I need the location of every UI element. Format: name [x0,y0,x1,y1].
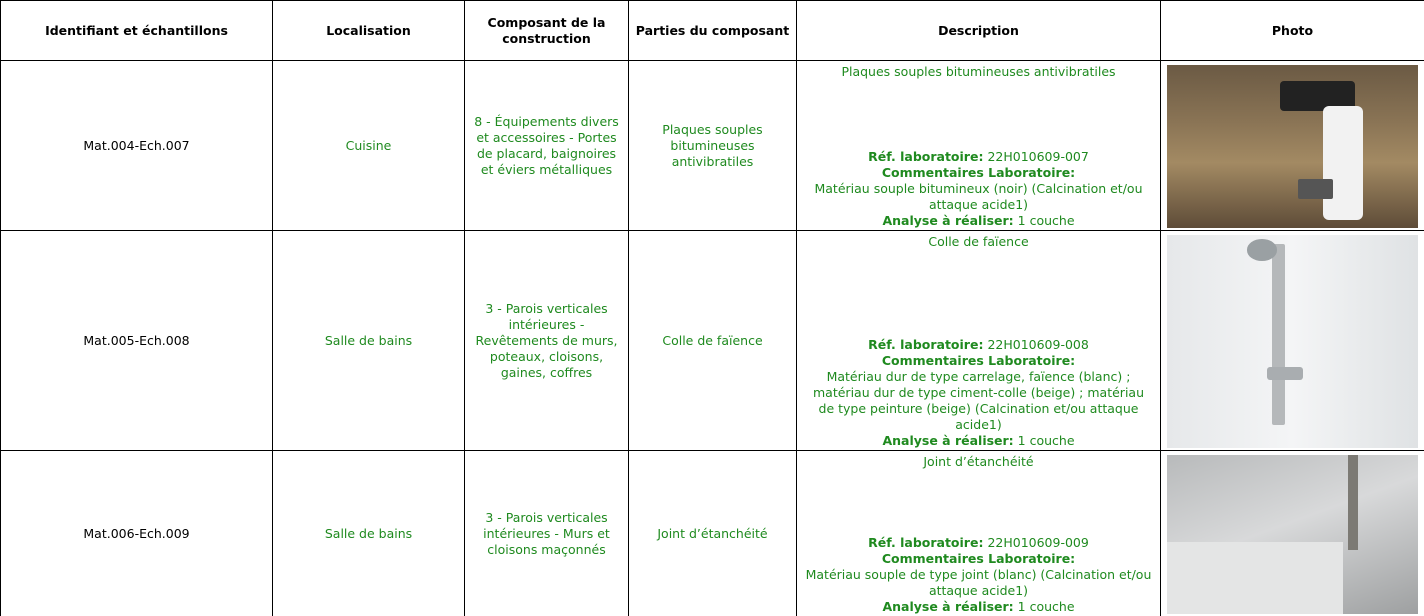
photo [1167,455,1418,614]
comments: Matériau souple bitumineux (noir) (Calci… [814,181,1143,212]
description-title: Colle de faïence [928,234,1029,249]
analysis-line: Analyse à réaliser: 1 couche [805,599,1152,615]
photo-detail [1247,239,1278,261]
photo-cell [1160,230,1424,451]
analysis-label: Analyse à réaliser: [882,433,1014,448]
photo-detail [1279,81,1356,111]
header-cell: Parties du composant [628,0,797,61]
photo-cell [1160,60,1424,231]
header-cell: Identifiant et échantillons [0,0,273,61]
photo-detail [1267,367,1303,380]
photo-detail [1347,455,1358,551]
description-title: Joint d’étanchéité [923,454,1034,469]
ref-line: Réf. laboratoire: 22H010609-007 [805,149,1152,165]
component-cell: 3 - Parois verticales intérieures - Murs… [464,450,629,616]
header-cell: Photo [1160,0,1424,61]
photo-cell [1160,450,1424,616]
description-title: Plaques souples bitumineuses antivibrati… [841,64,1116,79]
table-row: Mat.004-Ech.007 Cuisine 8 - Équipements di… [0,60,1424,231]
part-cell: Joint d’étanchéité [628,450,797,616]
part-cell: Plaques souples bitumineuses antivibrati… [628,60,797,231]
description: Colle de faïence Réf. laboratoire: 22H010… [805,234,1152,449]
ref-line: Réf. laboratoire: 22H010609-009 [805,535,1152,551]
comments-label: Commentaires Laboratoire: [881,551,1076,566]
description-cell: Colle de faïence Réf. laboratoire: 22H010… [796,230,1161,451]
location-cell: Salle de bains [272,450,465,616]
analysis-value: 1 couche [1017,599,1075,614]
analysis-label: Analyse à réaliser: [882,599,1014,614]
table-row: Mat.005-Ech.008 Salle de bains 3 - Parois … [0,230,1424,451]
lab-info: Réf. laboratoire: 22H010609-008 Commentai… [805,337,1152,449]
photo-detail [1272,243,1285,425]
location-cell: Cuisine [272,60,465,231]
comments-line: Commentaires Laboratoire: [805,353,1152,369]
ref-line: Réf. laboratoire: 22H010609-008 [805,337,1152,353]
comments: Matériau dur de type carrelage, faïence … [813,369,1144,432]
description: Joint d’étanchéité Réf. laboratoire: 22H0… [805,454,1152,615]
analysis-label: Analyse à réaliser: [882,213,1014,228]
photo [1167,235,1418,448]
component-cell: 3 - Parois verticales intérieures - Revê… [464,230,629,451]
comments-line: Commentaires Laboratoire: [805,551,1152,567]
description-cell: Plaques souples bitumineuses antivibrati… [796,60,1161,231]
id-cell: Mat.004-Ech.007 [0,60,273,231]
description-cell: Joint d’étanchéité Réf. laboratoire: 22H0… [796,450,1161,616]
table-row: Mat.006-Ech.009 Salle de bains 3 - Parois … [0,450,1424,616]
header-row: Identifiant et échantillons Localisation C… [0,0,1424,61]
ref-value: 22H010609-007 [987,149,1089,164]
ref-value: 22H010609-008 [987,337,1089,352]
comments-line: Commentaires Laboratoire: [805,165,1152,181]
analysis-value: 1 couche [1017,213,1075,228]
photo-detail [1322,105,1363,220]
header-cell: Description [796,0,1161,61]
comments: Matériau souple de type joint (blanc) (C… [805,567,1152,598]
lab-info: Réf. laboratoire: 22H010609-007 Commentai… [805,149,1152,229]
ref-label: Réf. laboratoire: [868,535,984,550]
photo-detail [1297,179,1333,199]
ref-label: Réf. laboratoire: [868,337,984,352]
table-body: Mat.004-Ech.007 Cuisine 8 - Équipements di… [0,60,1424,616]
location-cell: Salle de bains [272,230,465,451]
header-cell: Localisation [272,0,465,61]
analysis-value: 1 couche [1017,433,1075,448]
part-cell: Colle de faïence [628,230,797,451]
id-cell: Mat.005-Ech.008 [0,230,273,451]
ref-label: Réf. laboratoire: [868,149,984,164]
photo-detail [1167,542,1343,614]
id-cell: Mat.006-Ech.009 [0,450,273,616]
analysis-line: Analyse à réaliser: 1 couche [805,433,1152,449]
ref-value: 22H010609-009 [987,535,1089,550]
photo [1167,65,1418,228]
header-cell: Composant de la construction [464,0,629,61]
description: Plaques souples bitumineuses antivibrati… [805,64,1152,229]
component-cell: 8 - Équipements divers et accessoires - … [464,60,629,231]
comments-label: Commentaires Laboratoire: [881,165,1076,180]
lab-info: Réf. laboratoire: 22H010609-009 Commentai… [805,535,1152,615]
analysis-line: Analyse à réaliser: 1 couche [805,213,1152,229]
comments-label: Commentaires Laboratoire: [881,353,1076,368]
